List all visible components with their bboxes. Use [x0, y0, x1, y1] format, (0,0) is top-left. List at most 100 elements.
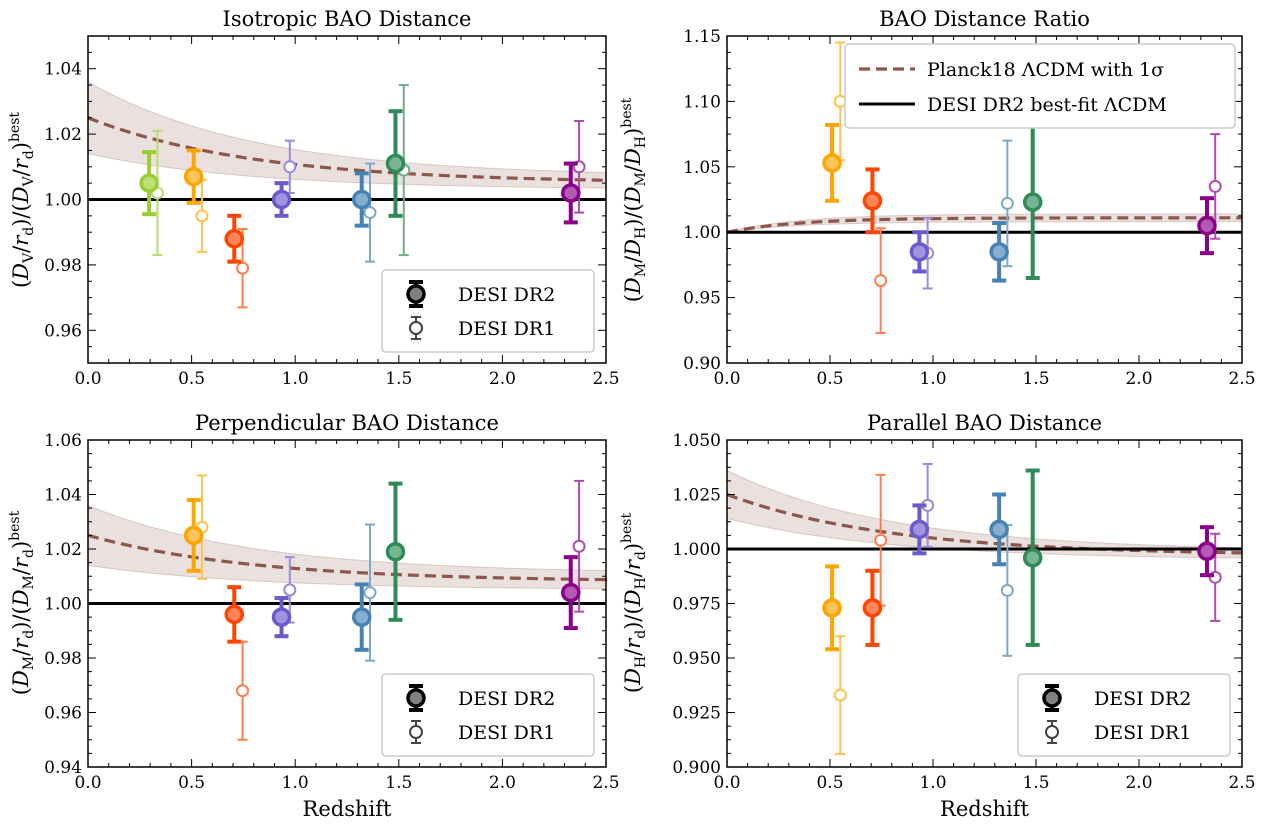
x-tick-label: 0.0 — [713, 773, 740, 793]
y-axis-label: (DM/rd)/(DM/rd)best — [7, 510, 37, 695]
label-part: / — [621, 255, 645, 263]
dr2-marker — [862, 598, 883, 618]
dr2-marker — [1022, 192, 1043, 212]
dr2-marker — [1022, 547, 1043, 568]
panel-1: 0.0 0.5 1.0 1.5 2.0 2.5 0.96 0.98 1.00 1.02 1.04 Is… — [7, 7, 620, 389]
y-tick-label: 0.975 — [672, 595, 721, 615]
dr2-marker — [909, 519, 930, 540]
label-part: ) — [621, 128, 645, 136]
planck-1sigma-band — [727, 213, 1242, 233]
dr2-point — [385, 109, 406, 218]
y-tick-label: 0.95 — [683, 289, 721, 309]
label-part: / — [9, 168, 33, 176]
chart-title: Isotropic BAO Distance — [223, 7, 472, 31]
planck-curve — [88, 116, 606, 182]
label-part: ( — [9, 280, 33, 288]
dr1-point — [1000, 524, 1014, 657]
label-part: d — [21, 150, 37, 159]
legend: Planck18 ΛCDM with 1σ DESI DR2 best-fit Λ… — [844, 43, 1236, 129]
label-part: / — [9, 567, 33, 575]
dr2-marker — [561, 582, 581, 603]
dr1-point — [363, 523, 377, 662]
x-tick-label: 1.5 — [1022, 369, 1049, 389]
dr2-point — [139, 150, 159, 217]
dr1-point — [236, 640, 250, 741]
dr2-marker — [183, 525, 204, 546]
x-tick-label: 1.5 — [1022, 773, 1049, 793]
label-part: ( — [9, 687, 33, 695]
x-tick-label: 2.0 — [489, 369, 516, 389]
label-part: M — [21, 656, 37, 670]
label-part: / — [621, 164, 645, 172]
planck-1sigma-band — [727, 469, 1242, 559]
y-tick-label: 1.00 — [683, 223, 721, 243]
label-part: / — [621, 569, 645, 577]
legend: DESI DR2 DESI DR1 — [381, 673, 595, 757]
panel-2: 0.0 0.5 1.0 1.5 2.0 2.5 0.90 0.95 1.00 1.05 1.10 1.… — [619, 7, 1256, 389]
dr1-marker — [1208, 179, 1222, 193]
label-part: M — [21, 575, 37, 589]
label-part: ( — [621, 294, 645, 302]
dr2-point — [1022, 124, 1043, 280]
dr2-marker — [183, 166, 204, 187]
legend-dr1-marker — [409, 725, 423, 739]
x-tick-label: 2.5 — [1228, 369, 1255, 389]
y-tick-label: 1.06 — [44, 431, 82, 451]
dr2-point — [561, 161, 581, 225]
legend-box — [1017, 673, 1231, 757]
label-part: ) — [9, 219, 33, 227]
y-tick-label: 0.96 — [44, 704, 82, 724]
dr1-marker — [363, 206, 377, 220]
label-part: D — [9, 589, 33, 607]
label-part: / — [9, 245, 33, 253]
x-tick-label: 2.0 — [1125, 773, 1152, 793]
dr2-marker — [1197, 215, 1217, 236]
plot-area — [727, 462, 1242, 755]
y-tick-label: 1.02 — [44, 125, 82, 145]
dr1-point — [363, 162, 377, 263]
plot-area — [88, 474, 606, 741]
x-tick-label: 2.5 — [592, 773, 619, 793]
planck-curve — [727, 492, 1242, 555]
dr2-marker — [271, 607, 292, 627]
dr2-marker — [561, 183, 581, 203]
dr1-marker — [1000, 196, 1014, 210]
label-part: r — [621, 637, 645, 649]
label-part: / — [9, 648, 33, 656]
dr2-marker — [909, 242, 930, 262]
y-tick-label: 1.050 — [672, 431, 721, 451]
y-axis-label: (DM/DH)/(DM/DH)best — [619, 97, 649, 302]
dr2-point — [909, 503, 930, 556]
dr2-point — [351, 582, 372, 652]
label-part: d — [633, 551, 649, 560]
label-part: V — [21, 252, 37, 264]
dr1-marker — [874, 533, 888, 547]
y-tick-label: 1.04 — [44, 486, 82, 506]
x-tick-label: 2.0 — [1125, 369, 1152, 389]
x-tick-label: 0.5 — [816, 369, 843, 389]
legend-box — [381, 673, 595, 757]
x-tick-label: 0.5 — [178, 773, 205, 793]
y-tick-label: 1.00 — [44, 595, 82, 615]
legend-box — [381, 269, 595, 353]
label-part: d — [21, 549, 37, 558]
x-tick-label: 1.0 — [282, 773, 309, 793]
dr2-marker — [385, 153, 406, 174]
label-part: D — [9, 186, 33, 204]
dr2-point — [862, 568, 883, 647]
dr2-point — [1022, 468, 1043, 647]
dr2-marker — [224, 604, 245, 625]
y-tick-label: 0.98 — [44, 256, 82, 276]
dr2-point — [1197, 525, 1217, 578]
y-tick-label: 0.96 — [44, 321, 82, 341]
y-tick-label: 1.025 — [672, 486, 721, 506]
dr2-marker — [139, 173, 159, 193]
label-part: H — [633, 656, 649, 668]
legend-planck-label: Planck18 ΛCDM with 1σ — [927, 59, 1164, 81]
label-part: ) — [9, 541, 33, 549]
y-tick-label: 0.925 — [672, 704, 721, 724]
dr2-point — [909, 230, 930, 274]
x-tick-label: 1.0 — [282, 369, 309, 389]
dr1-marker — [833, 94, 847, 108]
dr2-marker — [351, 607, 372, 627]
